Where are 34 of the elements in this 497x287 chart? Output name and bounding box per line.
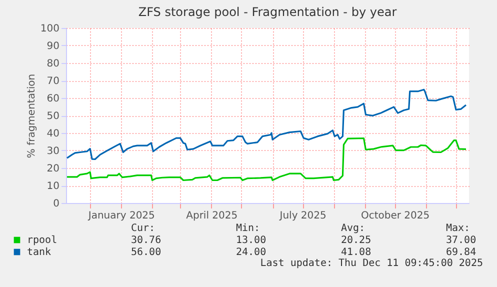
y-tick-label: 30 — [46, 146, 60, 157]
text: Min: — [236, 223, 260, 234]
text: Last update: Thu Dec 11 09:45:00 2025 — [260, 258, 483, 269]
x-tick-label: January 2025 — [87, 210, 155, 222]
x-tick-label: July 2025 — [278, 210, 326, 222]
text: 24.00 — [236, 247, 266, 258]
y-tick-label: 20 — [46, 164, 60, 174]
legend-label: tank — [27, 247, 52, 258]
y-tick-label: 80 — [46, 58, 60, 70]
legend-label: rpool — [27, 235, 58, 246]
y-tick-label: 70 — [46, 76, 60, 87]
text: Cur: — [131, 223, 156, 234]
text: 20.25 — [341, 235, 372, 246]
text: 30.76 — [131, 235, 162, 246]
text: 56.00 — [131, 247, 162, 258]
x-tick-label: April 2025 — [186, 210, 238, 222]
text: 37.00 — [446, 235, 476, 246]
y-tick-label: 60 — [46, 94, 60, 104]
y-tick-label: 0 — [53, 198, 60, 210]
y-tick-label: 100 — [40, 24, 60, 34]
text: 41.08 — [341, 247, 372, 258]
y-tick-label: 90 — [46, 41, 60, 52]
y-tick-label: 40 — [46, 128, 60, 140]
line-series — [66, 137, 467, 182]
y-tick-label: 10 — [46, 181, 60, 192]
y-axis-title: % fragmentation — [26, 74, 38, 158]
y-tick-label: 50 — [46, 111, 60, 122]
text: 13.00 — [236, 235, 266, 246]
x-tick-label: October 2025 — [360, 210, 430, 222]
text: 69.84 — [446, 247, 476, 258]
chart-title: ZFS storage pool - Fragmentation - by year — [138, 5, 397, 19]
line-series — [66, 88, 467, 160]
text: Max: — [446, 223, 470, 234]
text: Avg: — [341, 223, 366, 234]
